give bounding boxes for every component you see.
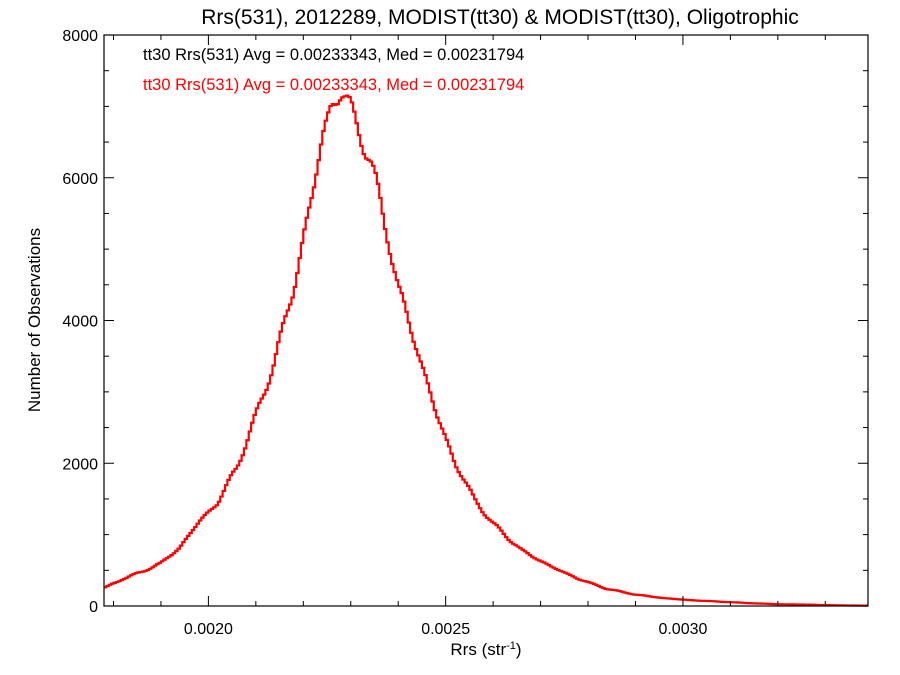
- y-tick-label: 4000: [62, 314, 98, 331]
- x-tick-label: 0.0020: [184, 621, 233, 638]
- x-axis-label-text: Rrs (str: [450, 640, 506, 659]
- y-axis: 0 2000 4000 6000 8000: [62, 28, 868, 616]
- x-axis-label: Rrs (str-1): [450, 640, 521, 659]
- x-tick-label: 0.0030: [658, 621, 707, 638]
- x-axis-label-suffix: ): [516, 640, 522, 659]
- annotation-red: tt30 Rrs(531) Avg = 0.00233343, Med = 0.…: [143, 76, 524, 94]
- y-tick-label: 0: [89, 599, 98, 616]
- series-layer: [104, 94, 868, 607]
- chart-title: Rrs(531), 2012289, MODIST(tt30) & MODIST…: [201, 6, 799, 29]
- histogram-series-line: [104, 94, 868, 607]
- y-tick-label: 2000: [62, 456, 98, 473]
- x-axis-label-sup: -1: [506, 640, 516, 652]
- y-axis-label: Number of Observations: [25, 228, 44, 412]
- annotation-black: tt30 Rrs(531) Avg = 0.00233343, Med = 0.…: [143, 46, 524, 64]
- x-axis: 0.0020 0.0025 0.0030: [112, 35, 826, 638]
- x-tick-label: 0.0025: [421, 621, 470, 638]
- y-tick-label: 8000: [62, 28, 98, 45]
- y-tick-label: 6000: [62, 171, 98, 188]
